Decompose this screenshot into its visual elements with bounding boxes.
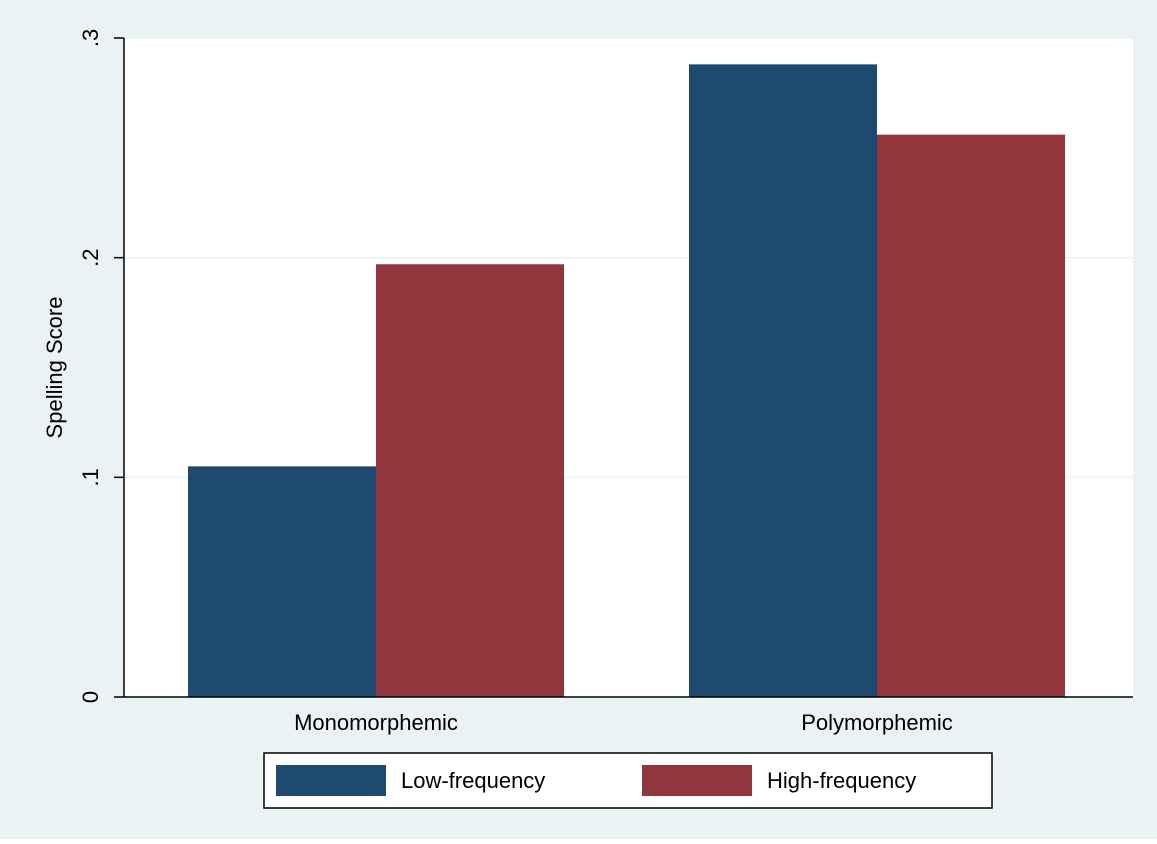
y-axis-label: Spelling Score <box>42 297 67 439</box>
x-category-label: Monomorphemic <box>294 710 458 735</box>
bar-high-frequency-polymorphemic <box>877 134 1065 698</box>
y-tick-label: .1 <box>78 468 103 486</box>
legend: Low-frequency High-frequency <box>263 752 993 809</box>
x-category-label: Polymorphemic <box>801 710 953 735</box>
legend-label-low-frequency: Low-frequency <box>401 768 545 793</box>
y-ticks: 0 .1 .2 .3 <box>78 29 124 703</box>
bar-high-frequency-monomorphemic <box>376 264 564 697</box>
y-tick-label: .2 <box>78 248 103 266</box>
x-category-labels: Monomorphemic Polymorphemic <box>294 710 953 735</box>
y-tick-label: .3 <box>78 29 103 47</box>
axes <box>123 38 1133 698</box>
legend-label-high-frequency: High-frequency <box>767 768 916 793</box>
y-tick-label: 0 <box>78 691 103 703</box>
bars <box>188 64 1065 698</box>
bar-low-frequency-monomorphemic <box>188 466 376 697</box>
legend-swatch-high-frequency <box>642 765 752 796</box>
bar-low-frequency-polymorphemic <box>689 64 877 698</box>
legend-swatch-low-frequency <box>276 765 386 796</box>
